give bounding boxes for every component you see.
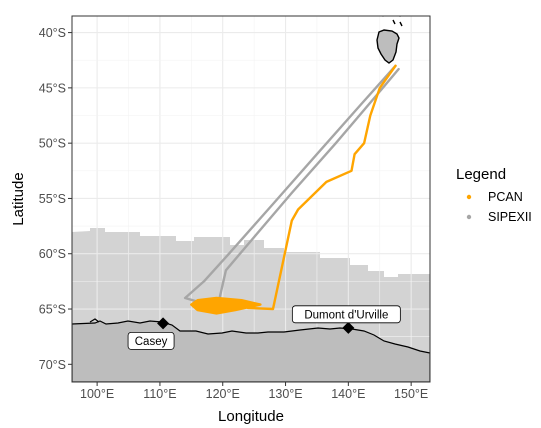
legend-key-pcan (466, 194, 472, 200)
track-sipexii-return (215, 67, 400, 311)
legend-key-sipexii (466, 214, 472, 220)
station-marker-dumont-d-urville (342, 321, 355, 334)
station-marker-casey (157, 317, 170, 330)
track-sipexii-outbound (183, 64, 397, 305)
station-label-box-casey (127, 331, 175, 350)
y-tick-label: 50°S (39, 137, 66, 151)
x-tick-label: 140°E (331, 387, 365, 401)
x-tick-label: 110°E (143, 387, 176, 401)
y-tick-label: 55°S (39, 192, 66, 206)
axis-ticks: 100°E 110°E 120°E 130°E 140°E 150°E 40°S 45°S 50… (39, 26, 429, 401)
track-pcan-outbound (246, 64, 397, 311)
station-label-dumont-d-urville: Dumont d'Urville (304, 309, 388, 321)
panel-border (71, 15, 431, 383)
station-label-casey: Casey (135, 336, 168, 348)
x-axis-title: Longitude (218, 408, 284, 425)
x-tick-label: 150°E (394, 387, 428, 401)
x-tick-label: 130°E (268, 387, 302, 401)
x-tick-label: 120°E (206, 387, 240, 401)
voyage-tracks (183, 64, 400, 315)
legend-label-sipexii: SIPEXII (488, 210, 532, 224)
stations: Casey Dumont d'Urville (127, 305, 401, 350)
legend: Legend PCAN SIPEXII (456, 166, 532, 224)
y-tick-label: 40°S (39, 26, 66, 40)
y-tick-label: 60°S (39, 247, 66, 261)
tasmania (376, 29, 400, 64)
legend-label-pcan: PCAN (488, 190, 523, 204)
station-label-box-dumont-d-urville (291, 305, 401, 324)
y-tick-label: 45°S (39, 81, 66, 95)
map-panel: Casey Dumont d'Urville (72, 16, 430, 382)
track-pcan-survey-area (190, 296, 262, 315)
y-axis-title: Latitude (10, 172, 27, 225)
y-tick-label: 70°S (39, 358, 66, 372)
coast-islet (89, 318, 100, 323)
legend-title: Legend (456, 166, 506, 183)
x-tick-label: 100°E (80, 387, 114, 401)
y-tick-label: 65°S (39, 303, 66, 317)
